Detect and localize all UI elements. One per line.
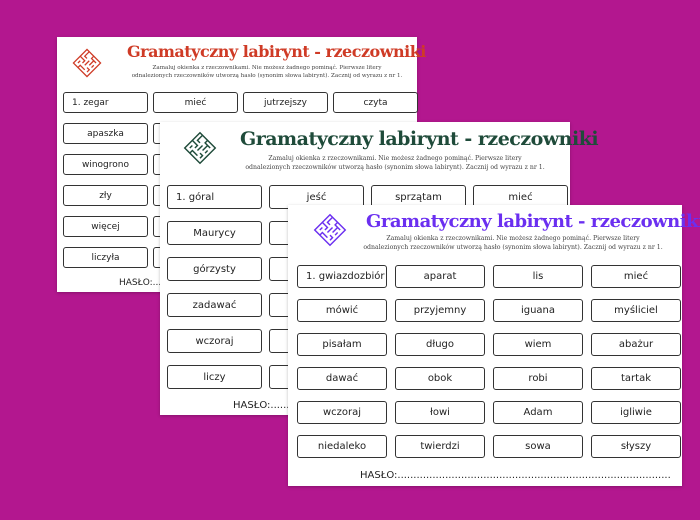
- word-box[interactable]: Adam: [493, 401, 583, 424]
- word-box[interactable]: wczoraj: [167, 329, 262, 353]
- word-box[interactable]: dawać: [297, 367, 387, 390]
- word-box[interactable]: mieć: [591, 265, 681, 288]
- word-box[interactable]: winogrono: [63, 154, 148, 175]
- instruction-line: odnalezionych rzeczowników utworzą hasło…: [245, 163, 545, 171]
- word-box[interactable]: więcej: [63, 216, 148, 237]
- instructions: Zamaluj okienka z rzeczownikami. Nie moż…: [117, 64, 417, 80]
- instruction-line: Zamaluj okienka z rzeczownikami. Nie moż…: [268, 155, 522, 162]
- word-grid: 1. gwiazdozbiór aparat lis mieć mówić przyjem…: [297, 265, 681, 458]
- word-box[interactable]: liczy: [167, 365, 262, 389]
- word-box[interactable]: łowi: [395, 401, 485, 424]
- word-box[interactable]: iguana: [493, 299, 583, 322]
- word-box[interactable]: mieć: [153, 92, 238, 113]
- word-box[interactable]: 1. gwiazdozbiór: [297, 265, 387, 288]
- word-box[interactable]: lis: [493, 265, 583, 288]
- word-box[interactable]: słyszy: [591, 435, 681, 458]
- instructions: Zamaluj okienka z rzeczownikami. Nie moż…: [230, 155, 560, 173]
- instructions: Zamaluj okienka z rzeczownikami. Nie moż…: [348, 235, 678, 253]
- password-line: HASŁO:..................................…: [360, 470, 671, 481]
- password-line: HASŁO:........: [233, 400, 296, 411]
- instruction-line: odnalezionych rzeczowników utworzą hasło…: [363, 243, 663, 251]
- worksheet-title: Gramatyczny labirynt - rzeczowniki: [240, 128, 599, 150]
- word-box[interactable]: mówić: [297, 299, 387, 322]
- word-box[interactable]: 1. góral: [167, 185, 262, 209]
- word-box[interactable]: przyjemny: [395, 299, 485, 322]
- word-box[interactable]: obok: [395, 367, 485, 390]
- word-box[interactable]: pisałam: [297, 333, 387, 356]
- word-box[interactable]: czyta: [333, 92, 418, 113]
- instruction-line: Zamaluj okienka z rzeczownikami. Nie moż…: [152, 65, 382, 71]
- word-box[interactable]: abażur: [591, 333, 681, 356]
- word-box[interactable]: Maurycy: [167, 221, 262, 245]
- word-box[interactable]: zły: [63, 185, 148, 206]
- worksheet-purple: Gramatyczny labirynt - rzeczowniki Zamalu…: [288, 205, 700, 486]
- maze-icon: [182, 130, 218, 166]
- word-box[interactable]: górzysty: [167, 257, 262, 281]
- instruction-line: odnalezionych rzeczowników utworzą hasło…: [131, 73, 403, 80]
- word-box[interactable]: aparat: [395, 265, 485, 288]
- maze-icon: [312, 212, 348, 248]
- password-line: HASŁO:.....: [119, 278, 167, 288]
- word-box[interactable]: apaszka: [63, 123, 148, 144]
- word-box[interactable]: tartak: [591, 367, 681, 390]
- word-box[interactable]: długo: [395, 333, 485, 356]
- worksheet-title: Gramatyczny labirynt - rzeczowniki: [127, 42, 426, 61]
- worksheet-title: Gramatyczny labirynt - rzeczowniki: [366, 211, 700, 232]
- word-box[interactable]: robi: [493, 367, 583, 390]
- word-box[interactable]: igliwie: [591, 401, 681, 424]
- word-box[interactable]: liczyła: [63, 247, 148, 268]
- word-box[interactable]: twierdzi: [395, 435, 485, 458]
- word-box[interactable]: 1. zegar: [63, 92, 148, 113]
- word-box[interactable]: sowa: [493, 435, 583, 458]
- instruction-line: Zamaluj okienka z rzeczownikami. Nie moż…: [386, 235, 640, 242]
- word-box[interactable]: niedaleko: [297, 435, 387, 458]
- maze-icon: [71, 47, 103, 79]
- word-box[interactable]: zadawać: [167, 293, 262, 317]
- word-box[interactable]: wczoraj: [297, 401, 387, 424]
- word-box[interactable]: jutrzejszy: [243, 92, 328, 113]
- word-box[interactable]: myśliciel: [591, 299, 681, 322]
- word-box[interactable]: wiem: [493, 333, 583, 356]
